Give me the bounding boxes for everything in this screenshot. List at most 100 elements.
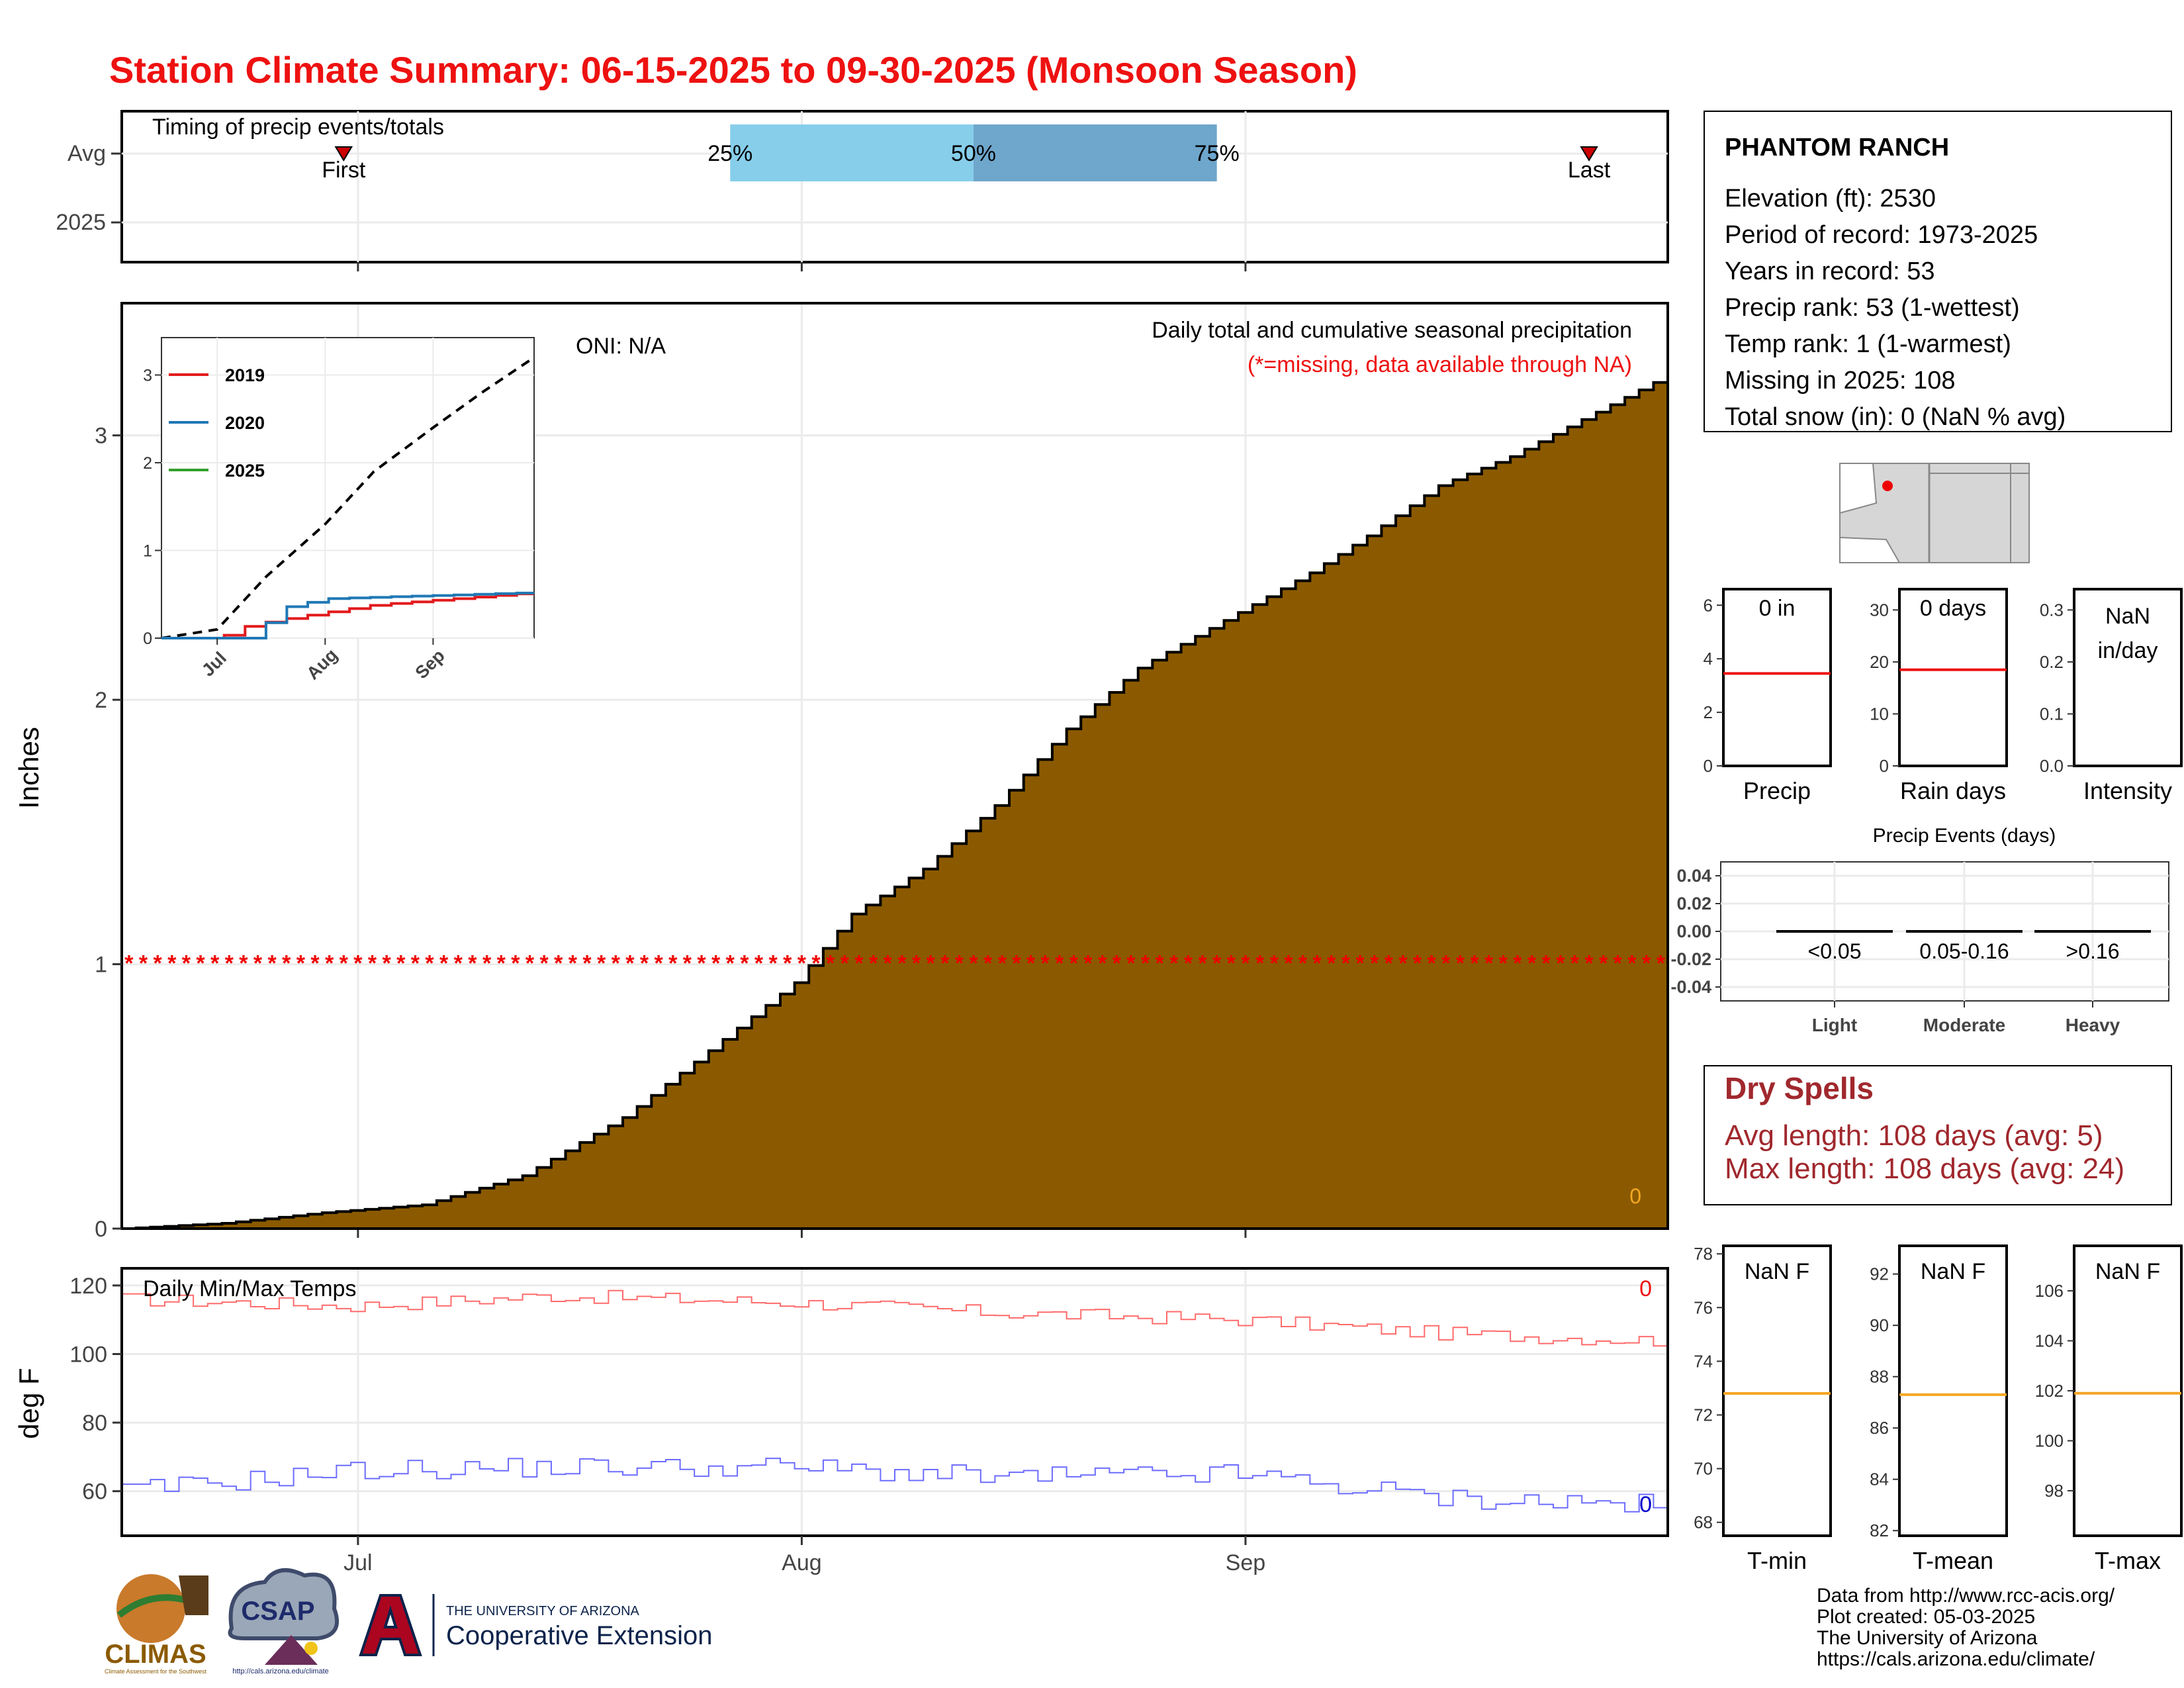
temps-title: Daily Min/Max Temps [143, 1276, 356, 1301]
tmin-line [122, 1458, 1668, 1513]
inset-y-tick-label: 0 [143, 630, 152, 648]
temps-y-tick-label: 120 [69, 1274, 107, 1299]
climas-sun-icon [116, 1574, 185, 1643]
missing-day-marker: * [1355, 951, 1365, 976]
quantile-50-label: 50% [951, 141, 996, 166]
tmini-y-tick-label: 82 [1870, 1521, 1889, 1540]
events-range-label: 0.05-0.16 [1919, 939, 2009, 963]
missing-day-marker: * [1584, 951, 1594, 976]
climas-logo: CLIMAS Climate Assessment for the Southw… [105, 1574, 208, 1675]
missing-day-marker: * [267, 951, 277, 976]
missing-day-marker: * [969, 951, 978, 976]
station-detail-line: Missing in 2025: 108 [1725, 367, 1956, 395]
temps-y-tick-label: 80 [82, 1411, 107, 1436]
missing-day-marker: * [625, 951, 635, 976]
tmini-label: T-mean [1913, 1547, 1993, 1574]
missing-day-marker: * [1627, 951, 1637, 976]
missing-day-marker: * [425, 951, 434, 976]
legend-2025: 2025 [225, 461, 265, 481]
missing-day-marker: * [525, 951, 535, 976]
tmini-y-tick-label: 68 [1694, 1513, 1713, 1532]
missing-day-marker: * [897, 951, 907, 976]
mini-y-tick-label: 0.3 [2040, 600, 2064, 620]
ua-extension: Cooperative Extension [446, 1621, 712, 1650]
missing-day-marker: * [668, 951, 678, 976]
station-location-dot [1882, 481, 1893, 491]
station-detail-line: Elevation (ft): 2530 [1725, 185, 1936, 212]
tmini-y-tick-label: 86 [1870, 1418, 1889, 1438]
main-frame [120, 302, 1669, 1230]
missing-day-marker: * [1198, 951, 1207, 976]
climas-subtitle: Climate Assessment for the Southwest [105, 1668, 207, 1675]
missing-day-marker: * [1542, 951, 1551, 976]
logos: CLIMAS Climate Assessment for the Southw… [105, 1568, 712, 1675]
missing-day-marker: * [582, 951, 592, 976]
mini-panel-frame [2073, 588, 2183, 767]
main-y-label: Inches [13, 727, 44, 809]
missing-day-marker: * [368, 951, 377, 976]
missing-day-marker: * [1156, 951, 1165, 976]
station-detail-line: Years in record: 53 [1725, 258, 1935, 285]
missing-day-marker: * [411, 951, 420, 976]
missing-day-marker: * [1298, 951, 1308, 976]
tmini-y-tick-label: 98 [2044, 1481, 2064, 1501]
missing-day-marker: * [955, 951, 964, 976]
missing-day-marker: * [654, 951, 663, 976]
footer-line: The University of Arizona [1817, 1627, 2038, 1649]
main-precip-chart: * * * * * * * * * * * * * * * * * * * * * * * * * * * * * * * * * * * * * * * *… [13, 302, 1669, 1242]
main-y-tick-label: 1 [95, 953, 107, 978]
missing-day-marker: * [1227, 951, 1236, 976]
missing-day-marker: * [124, 951, 134, 976]
footer-line: Plot created: 05-03-2025 [1817, 1606, 2035, 1628]
missing-day-marker: * [1312, 951, 1322, 976]
missing-day-marker: * [1284, 951, 1293, 976]
events-y-tick-label: -0.02 [1670, 949, 1711, 969]
missing-day-marker: * [310, 951, 320, 976]
missing-day-marker: * [1570, 951, 1580, 976]
missing-day-marker: * [139, 951, 148, 976]
missing-day-marker: * [383, 951, 392, 976]
mini-y-tick-label: 0 [1704, 756, 1713, 776]
missing-day-marker: * [998, 951, 1007, 976]
missing-day-marker: * [1499, 951, 1508, 976]
missing-data-markers: * * * * * * * * * * * * * * * * * * * * * * * * * * * * * * * * * * * * * * * *… [124, 951, 1665, 976]
temps-plot-bg [122, 1268, 1668, 1536]
mini-y-tick-label: 4 [1704, 649, 1713, 669]
missing-day-marker: * [1055, 951, 1064, 976]
missing-day-marker: * [282, 951, 291, 976]
x-tick-label: Sep [1226, 1550, 1266, 1575]
tmax-line [122, 1289, 1668, 1347]
missing-day-marker: * [296, 951, 306, 976]
tmini-label: T-min [1747, 1547, 1807, 1574]
csap-url: http://cals.arizona.edu/climate [232, 1667, 329, 1675]
mini-value: 0 in [1759, 596, 1796, 621]
tmini-y-tick-label: 100 [2035, 1431, 2064, 1451]
dry-title: Dry Spells [1725, 1071, 1874, 1105]
mini-label: Rain days [1900, 777, 2006, 804]
first-event-marker [334, 146, 353, 162]
missing-day-marker: * [167, 951, 177, 976]
missing-day-marker: * [1470, 951, 1479, 976]
missing-day-marker: * [253, 951, 263, 976]
missing-day-marker: * [239, 951, 248, 976]
main-y-axis: 0 1 2 3 [95, 424, 122, 1242]
tmini-y-tick-label: 72 [1694, 1405, 1713, 1425]
missing-day-marker: * [754, 951, 764, 976]
main-annotation-missing: (*=missing, data available through NA) [1248, 352, 1632, 377]
missing-day-marker: * [511, 951, 520, 976]
missing-day-marker: * [869, 951, 878, 976]
inset-y-tick-label: 1 [143, 542, 152, 561]
missing-day-marker: * [811, 951, 821, 976]
missing-day-marker: * [1441, 951, 1451, 976]
missing-day-marker: * [1040, 951, 1050, 976]
mini-y-tick-label: 30 [1870, 600, 1889, 620]
quartile-50-75-bar [973, 124, 1217, 181]
events-y-tick-label: 0.02 [1676, 894, 1711, 914]
missing-day-marker: * [554, 951, 563, 976]
events-plot: 0.04 0.02 0.00 -0.02 -0.04 <0.05 Light 0.05-0.1… [1670, 862, 2169, 1035]
tmini-y-tick-label: 90 [1870, 1315, 1889, 1335]
station-details: Elevation (ft): 2530 Period of record: 19… [1725, 185, 2066, 431]
mini-y-tick-label: 0.2 [2040, 652, 2064, 672]
dry-spells-box: Dry Spells Avg length: 108 days (avg: 5)… [1704, 1065, 2172, 1205]
mini-label: Intensity [2083, 777, 2172, 804]
